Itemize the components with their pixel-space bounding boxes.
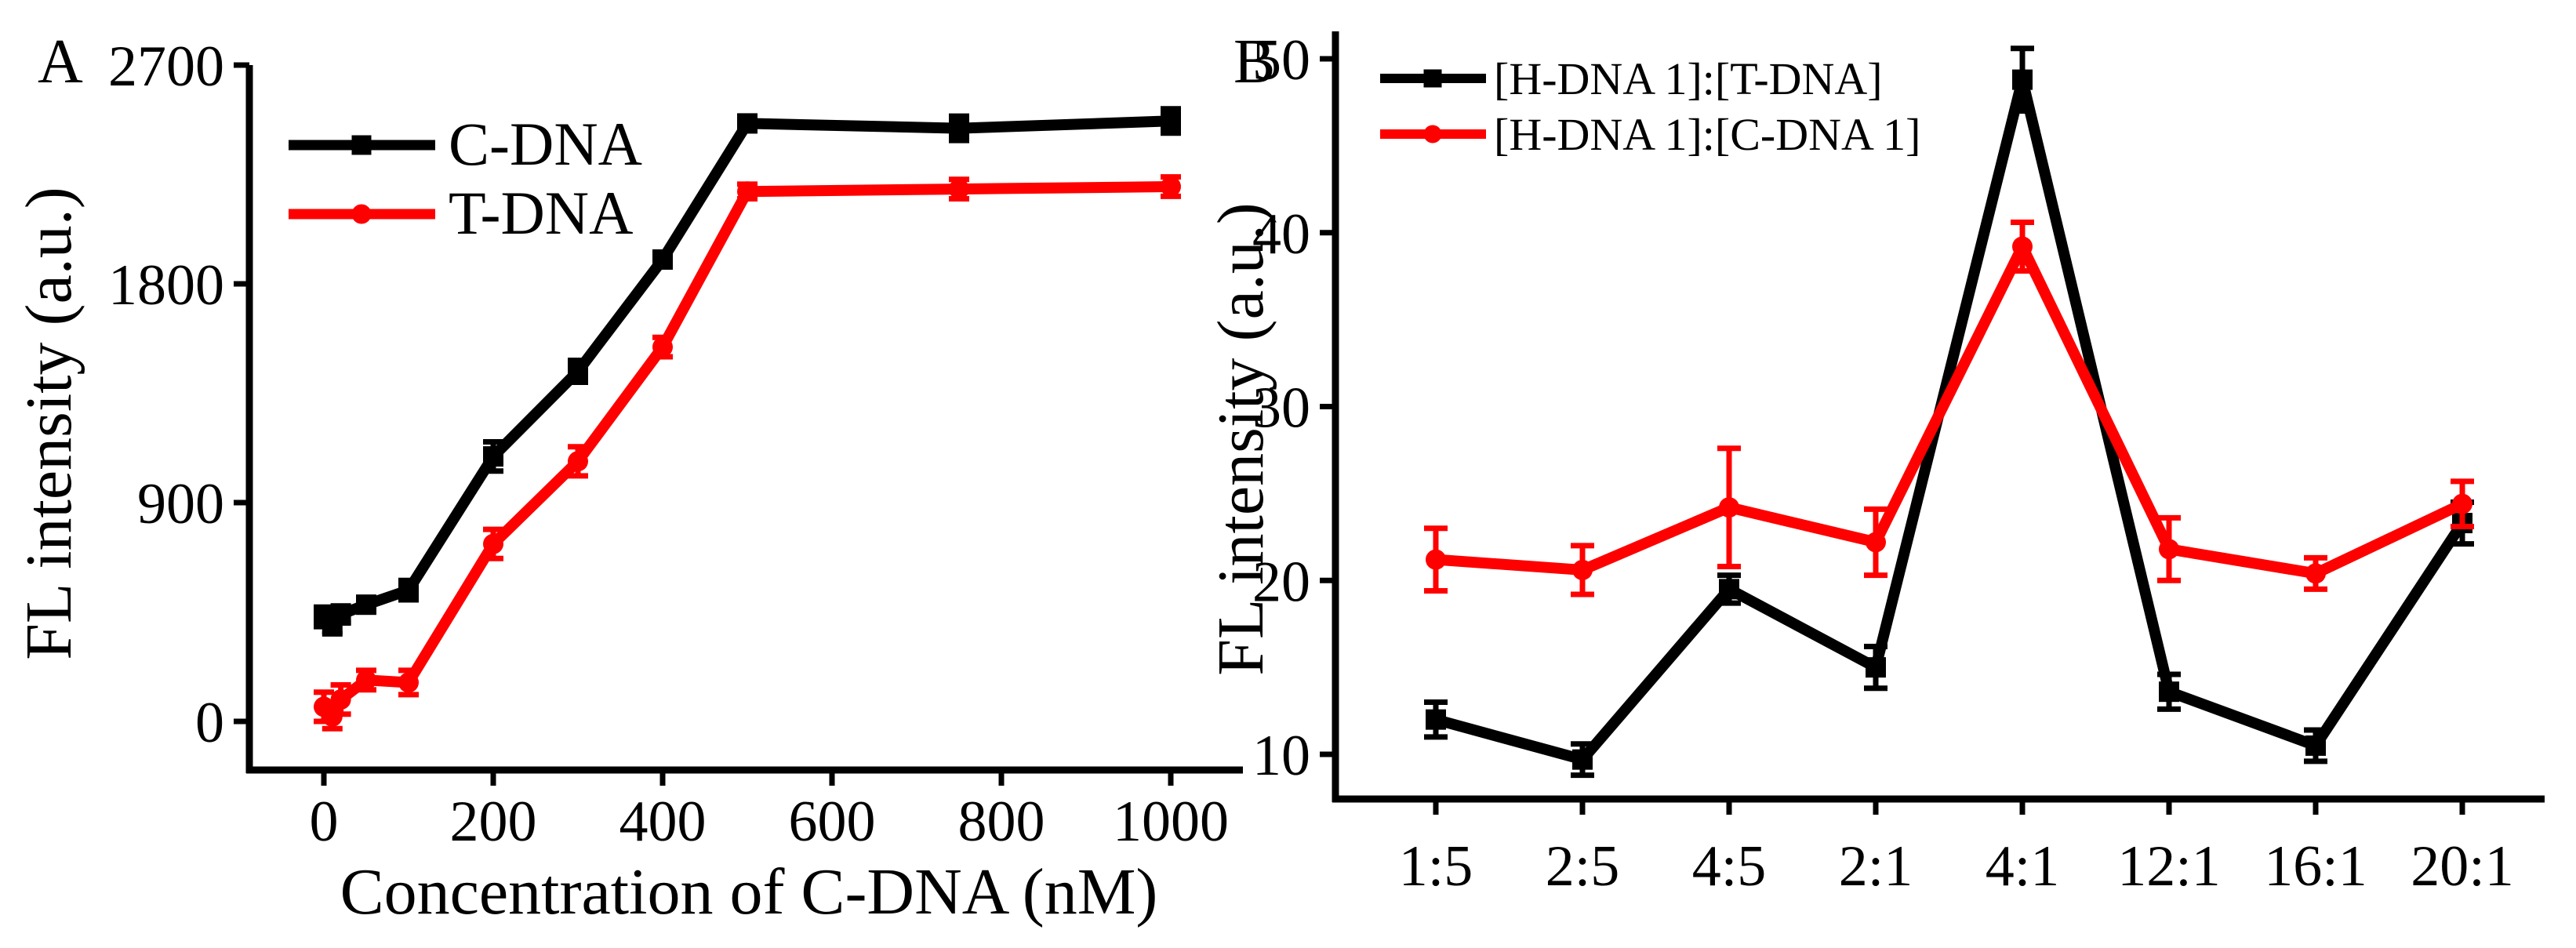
panel-a-y-tick-label-1800: 1800 [108,253,224,318]
series-c-dna [314,106,1181,637]
panel-b-x-tick-label-4-5: 4:5 [1692,834,1767,899]
data-point-h-dna-1-c-dna-1-4-1 [2012,236,2033,257]
legend-marker-c-dna [351,135,372,155]
series-t-dna [314,174,1181,732]
data-point-h-dna-1-t-dna-12-1 [2159,681,2179,703]
panel-a-y-tick-label-0: 0 [195,691,224,755]
panel-b-x-tick-label-2-5: 2:5 [1546,834,1620,899]
panel-b-plot-area [1424,45,2474,779]
panel-b-y-tick-label-20: 20 [1252,550,1310,614]
data-point-c-dna-750 [949,118,969,139]
panel-b-x-tick-label-16-1: 16:1 [2264,834,2367,899]
panel-a-x-tick-label-800: 800 [958,790,1045,854]
panel-b-label: B [1234,27,1275,96]
panel-a-x-axis-title: Concentration of C-DNA (nM) [340,855,1158,928]
legend-entry-c-dna: C-DNA [289,110,642,178]
data-point-h-dna-1-t-dna-1-5 [1426,709,1446,730]
legend-label-c-dna-ratio: [H-DNA 1]:[C-DNA 1] [1494,109,1921,160]
legend-marker-c-dna-ratio [1423,125,1442,143]
panel-a-x-ticks: 0 200 400 600 800 1000 [310,770,1229,854]
panel-b-x-tick-label-1-5: 1:5 [1399,834,1473,899]
data-point-h-dna-1-c-dna-1-4-5 [1719,497,1739,518]
series-line-h-dna-1-c-dna-1 [1435,241,2465,579]
data-point-c-dna-50 [356,594,376,616]
panel-b-y-ticks: 10 20 30 40 50 [1252,28,1335,788]
data-point-h-dna-1-c-dna-1-16-1 [2305,563,2326,584]
legend-entry-t-dna: T-DNA [289,179,633,247]
legend-entry-c-dna-ratio: [H-DNA 1]:[C-DNA 1] [1380,109,1921,160]
panel-b-y-axis-title: FL intensity (a.u.) [1204,202,1277,675]
data-point-h-dna-1-c-dna-1-2-1 [1866,532,1886,553]
data-point-h-dna-1-c-dna-1-1-5 [1426,549,1446,570]
data-point-t-dna-1000 [1161,176,1181,197]
legend-label-t-dna: T-DNA [449,179,633,247]
series-h-dna-1-c-dna-1 [1424,219,2474,597]
data-point-c-dna-400 [652,249,673,270]
data-point-h-dna-1-t-dna-2-1 [1866,657,1886,678]
data-point-h-dna-1-c-dna-1-2-5 [1572,559,1593,580]
legend-label-c-dna: C-DNA [449,110,642,178]
panel-b-y-tick-label-30: 30 [1252,376,1310,441]
panel-a: A 0 900 1800 2700 0 200 400 600 800 1000 Concent… [13,27,1243,928]
panel-a-x-tick-label-0: 0 [310,790,339,854]
data-point-t-dna-20 [330,689,351,710]
panel-b-x-tick-label-12-1: 12:1 [2117,834,2221,899]
data-point-t-dna-50 [356,670,376,691]
panel-a-x-tick-label-200: 200 [450,790,537,854]
data-point-t-dna-400 [652,336,673,358]
data-point-h-dna-1-c-dna-1-20-1 [2452,493,2472,514]
data-point-c-dna-100 [398,579,419,601]
panel-b-y-tick-label-40: 40 [1252,202,1310,267]
data-point-h-dna-1-t-dna-2-5 [1572,749,1593,770]
panel-a-y-axis-title: FL intensity (a.u.) [13,187,85,659]
panel-b: B 10 20 30 40 50 1:5 2:5 4:5 2:1 4:1 12:1 16:1 20:1… [1204,27,2545,899]
legend-entry-t-dna-ratio: [H-DNA 1]:[T-DNA] [1380,53,1883,104]
panel-b-y-tick-label-10: 10 [1252,724,1310,788]
series-line-h-dna-1-t-dna [1434,74,2467,765]
data-point-c-dna-300 [568,361,588,382]
panel-a-y-ticks: 0 900 1800 2700 [108,35,249,755]
data-point-c-dna-200 [483,446,503,467]
data-point-h-dna-1-t-dna-4-1 [2012,69,2033,90]
data-point-t-dna-200 [483,533,503,554]
panel-b-legend: [H-DNA 1]:[T-DNA] [H-DNA 1]:[C-DNA 1] [1380,53,1921,160]
panel-b-x-tick-label-2-1: 2:1 [1839,834,1913,899]
data-point-h-dna-1-t-dna-4-5 [1719,579,1739,600]
data-point-c-dna-20 [330,604,351,625]
data-point-h-dna-1-c-dna-1-12-1 [2159,539,2179,560]
panel-a-x-tick-label-1000: 1000 [1113,790,1229,854]
panel-a-y-tick-label-900: 900 [137,472,224,536]
panel-a-legend: C-DNA T-DNA [289,110,642,247]
legend-marker-t-dna [351,204,372,224]
data-point-c-dna-1000 [1161,111,1181,132]
panel-b-y-tick-label-50: 50 [1252,28,1310,93]
legend-marker-t-dna-ratio [1423,69,1442,88]
panel-a-x-tick-label-600: 600 [789,790,876,854]
data-point-c-dna-500 [737,113,758,134]
data-point-t-dna-300 [568,451,588,472]
panel-a-x-tick-label-400: 400 [619,790,707,854]
data-point-t-dna-750 [949,179,969,200]
panel-b-x-ticks: 1:5 2:5 4:5 2:1 4:1 12:1 16:1 20:1 [1399,799,2514,899]
panel-b-x-tick-label-20-1: 20:1 [2411,834,2514,899]
series-line-t-dna [319,181,1172,722]
panel-a-y-tick-label-2700: 2700 [108,35,224,99]
panel-a-label: A [38,27,83,96]
panel-b-x-tick-label-4-1: 4:1 [1986,834,2060,899]
data-point-h-dna-1-t-dna-16-1 [2305,735,2326,756]
panel-a-plot-area [314,106,1181,732]
legend-label-t-dna-ratio: [H-DNA 1]:[T-DNA] [1494,53,1883,104]
data-point-t-dna-500 [737,181,758,202]
data-point-t-dna-100 [398,672,419,693]
